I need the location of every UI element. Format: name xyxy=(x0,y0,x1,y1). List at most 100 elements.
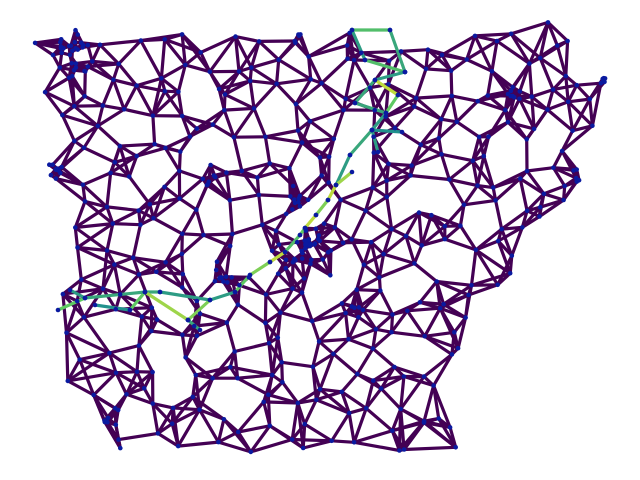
graph-node xyxy=(67,52,73,58)
graph-edge xyxy=(75,299,86,319)
graph-edge xyxy=(364,209,394,231)
graph-edge xyxy=(458,224,478,252)
graph-node xyxy=(81,314,87,320)
graph-edge xyxy=(564,74,570,104)
graph-edge xyxy=(464,293,471,320)
graph-edge xyxy=(264,272,280,297)
graph-edge xyxy=(43,65,62,94)
graph-edge xyxy=(60,113,100,128)
graph-node xyxy=(503,107,508,113)
graph-node xyxy=(90,59,95,64)
graph-edge xyxy=(222,106,256,112)
highlighted-edge xyxy=(68,288,87,300)
graph-node xyxy=(371,150,377,155)
graph-edge xyxy=(307,43,349,59)
graph-edge xyxy=(262,380,284,404)
graph-node xyxy=(68,43,74,48)
graph-edge xyxy=(419,143,444,156)
graph-node xyxy=(299,248,305,254)
graph-edge xyxy=(471,159,480,188)
graph-edge xyxy=(260,212,288,227)
graph-edge xyxy=(176,440,220,448)
graph-node xyxy=(571,168,576,173)
graph-edge xyxy=(163,89,184,118)
graph-node xyxy=(124,392,129,397)
graph-edge xyxy=(180,232,206,237)
graph-edge xyxy=(290,422,307,442)
graph-edge xyxy=(171,406,202,412)
graph-edge xyxy=(300,291,314,323)
graph-node xyxy=(359,50,364,56)
graph-edge xyxy=(270,336,280,377)
graph-node xyxy=(228,364,233,370)
graph-node xyxy=(110,221,116,226)
graph-edge xyxy=(73,205,109,230)
graph-node xyxy=(216,86,222,92)
graph-edge xyxy=(347,406,368,415)
graph-edge xyxy=(340,390,368,410)
graph-node xyxy=(562,183,567,189)
graph-edge xyxy=(314,225,337,231)
graph-edge xyxy=(216,417,226,444)
graph-node xyxy=(401,374,407,379)
graph-edge xyxy=(318,387,351,415)
graph-edge xyxy=(318,352,335,391)
graph-edge xyxy=(432,352,454,388)
graph-node xyxy=(447,177,452,182)
graph-node xyxy=(434,279,440,284)
graph-node xyxy=(296,33,302,38)
graph-node xyxy=(117,292,123,297)
graph-edge xyxy=(178,196,198,212)
graph-node xyxy=(200,176,206,182)
graph-edge xyxy=(270,360,284,377)
graph-node xyxy=(126,174,132,179)
graph-node xyxy=(361,262,367,268)
graph-node xyxy=(105,415,111,421)
graph-edge xyxy=(341,240,373,245)
graph-edge xyxy=(155,318,184,337)
graph-node xyxy=(216,439,221,445)
graph-node xyxy=(345,56,350,62)
graph-node xyxy=(458,223,463,229)
graph-node xyxy=(293,101,299,107)
graph-node xyxy=(389,329,394,335)
graph-node xyxy=(224,170,229,175)
graph-edge xyxy=(98,43,121,66)
graph-edge xyxy=(371,346,396,369)
graph-node xyxy=(494,38,500,44)
graph-edge xyxy=(408,173,451,182)
graph-edge xyxy=(69,28,78,48)
graph-edge xyxy=(66,358,82,383)
graph-node xyxy=(529,94,535,99)
graph-node xyxy=(314,397,319,403)
graph-node xyxy=(225,280,230,285)
graph-node xyxy=(372,107,378,113)
graph-node xyxy=(100,103,106,108)
graph-node xyxy=(210,122,216,127)
graph-node xyxy=(193,372,199,378)
graph-edge xyxy=(374,312,395,331)
graph-edge xyxy=(371,185,389,199)
graph-edge xyxy=(402,445,458,452)
graph-edge xyxy=(214,244,232,272)
graph-edge xyxy=(450,94,480,103)
graph-edge xyxy=(98,38,143,47)
graph-edge xyxy=(223,92,256,111)
graph-edge xyxy=(371,365,396,383)
graph-edge xyxy=(96,103,105,128)
graph-edge xyxy=(163,32,184,42)
graph-node xyxy=(113,306,119,312)
graph-edge xyxy=(339,185,375,202)
highlighted-edge xyxy=(334,153,352,187)
graph-node xyxy=(405,308,410,314)
graph-edge xyxy=(236,424,272,434)
graph-node xyxy=(421,374,427,379)
graph-edge xyxy=(228,193,261,202)
graph-node xyxy=(247,272,253,278)
graph-edge xyxy=(131,256,141,277)
graph-node xyxy=(53,167,59,172)
graph-edge xyxy=(275,77,313,86)
graph-node xyxy=(113,422,119,428)
graph-edge xyxy=(564,74,579,87)
graph-node xyxy=(495,238,501,244)
